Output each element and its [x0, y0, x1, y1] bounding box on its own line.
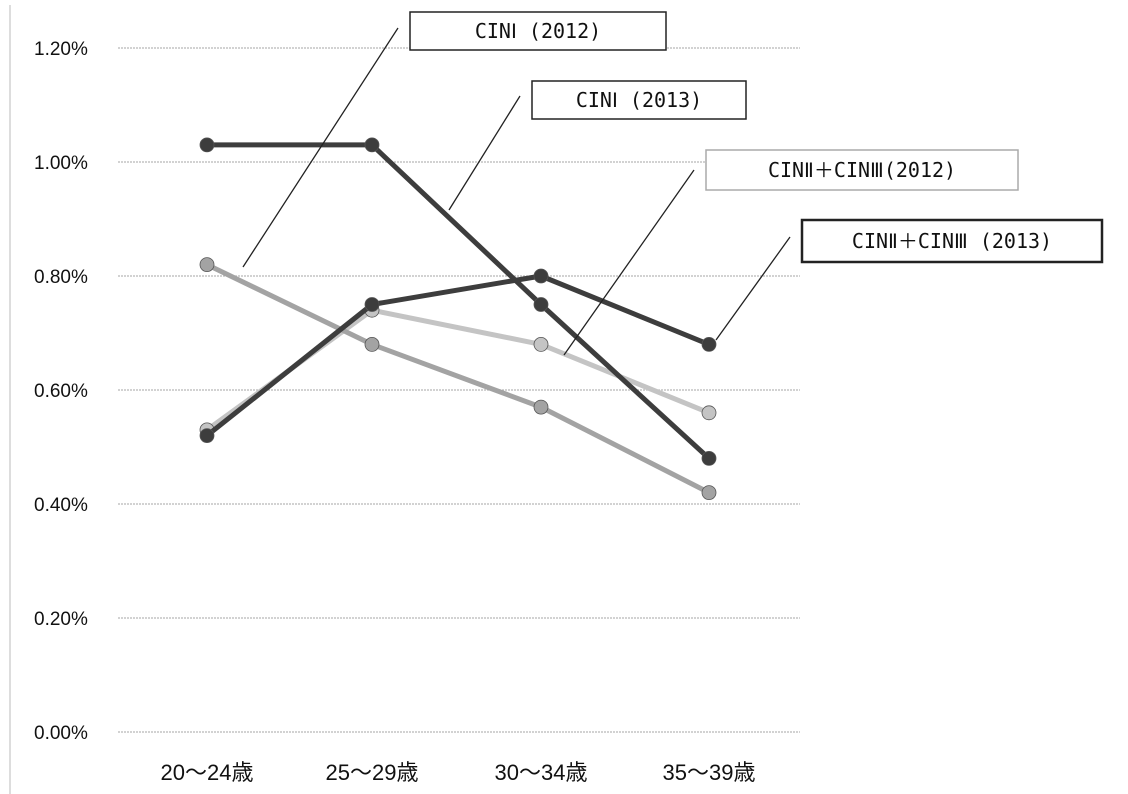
series-group	[199, 268, 717, 444]
series-legend-label: CINⅡ＋CINⅢ (2013)	[852, 229, 1052, 253]
series-point	[533, 336, 549, 352]
series-lines	[199, 137, 717, 501]
series-point	[701, 450, 717, 466]
y-tick-label: 0.60%	[34, 381, 88, 402]
callout-leader-line	[563, 169, 695, 356]
y-tick-label: 1.20%	[34, 39, 88, 60]
series-group	[199, 302, 717, 438]
series-callout: CINⅠ (2012)	[242, 11, 667, 268]
series-legend-label: CINⅠ (2012)	[475, 19, 601, 43]
series-line	[204, 273, 712, 439]
callout-box	[409, 11, 667, 51]
series-point	[199, 137, 215, 153]
series-point	[701, 485, 717, 501]
series-point	[533, 399, 549, 415]
x-category-label: 30～34歳	[495, 760, 588, 785]
series-callout: CINⅡ＋CINⅢ(2012)	[563, 149, 1019, 356]
callout-leader-line	[715, 236, 791, 341]
series-callout: CINⅡ＋CINⅢ (2013)	[715, 218, 1104, 341]
x-axis-category-labels: 20～24歳 25～29歳 30～34歳 35～39歳	[161, 760, 756, 785]
series-point	[364, 137, 380, 153]
series-group	[199, 137, 717, 466]
series-point	[199, 257, 215, 273]
y-axis-tick-labels: 0.00% 0.20% 0.40% 0.60% 0.80% 1.00% 1.20%	[34, 39, 88, 744]
series-callout: CINⅠ (2013)	[448, 80, 747, 211]
series-line	[204, 262, 712, 496]
series-point	[199, 428, 215, 444]
series-point	[701, 405, 717, 421]
series-legend-label: CINⅡ＋CINⅢ(2012)	[768, 158, 956, 182]
series-line	[204, 142, 712, 461]
y-tick-label: 0.20%	[34, 609, 88, 630]
series-point	[533, 297, 549, 312]
x-category-label: 35～39歳	[663, 760, 756, 785]
callout-box	[705, 149, 1019, 191]
gridlines	[118, 47, 800, 733]
x-category-label: 25～29歳	[326, 760, 419, 785]
y-tick-label: 0.00%	[34, 723, 88, 744]
series-line	[204, 307, 712, 433]
series-group	[199, 257, 717, 501]
y-tick-label: 0.80%	[34, 267, 88, 288]
callout-leader-line	[448, 95, 521, 211]
series-legend-label: CINⅠ (2013)	[576, 88, 702, 112]
callout-leader-line	[242, 27, 399, 268]
series-point	[533, 268, 549, 284]
callout-box	[800, 218, 1104, 264]
x-category-label: 20～24歳	[161, 760, 254, 785]
series-callouts: CINⅠ (2012) CINⅠ (2013) CINⅡ＋CINⅢ(2012) CIN…	[242, 11, 1104, 356]
series-point	[364, 336, 380, 352]
series-point	[701, 336, 717, 352]
y-tick-label: 0.40%	[34, 495, 88, 516]
callout-box	[531, 80, 747, 120]
series-point	[364, 297, 380, 312]
y-tick-label: 1.00%	[34, 153, 88, 174]
